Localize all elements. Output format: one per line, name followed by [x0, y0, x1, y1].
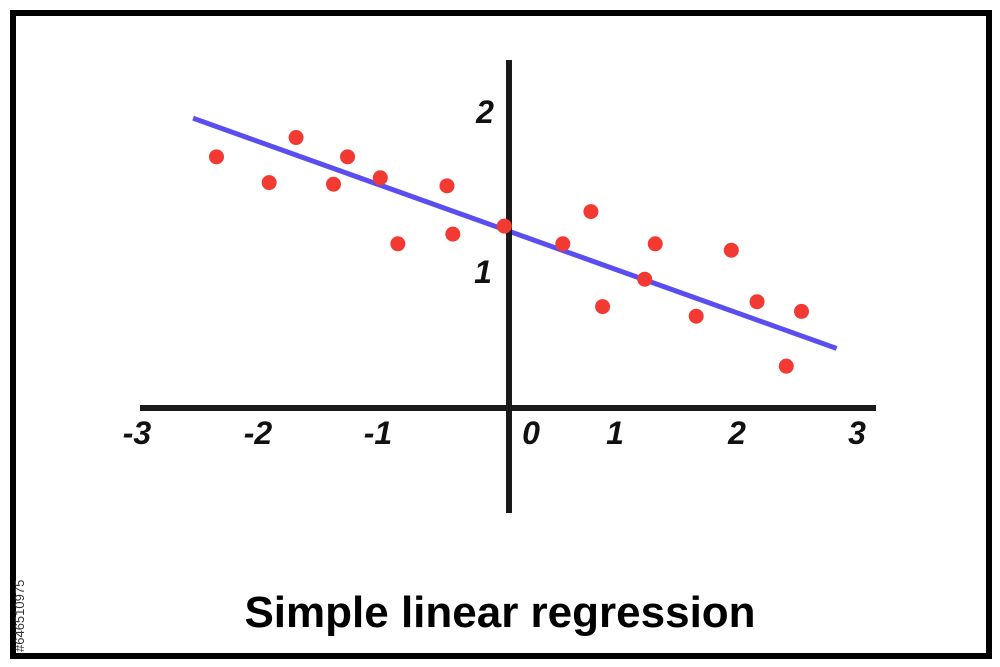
data-point: [555, 236, 571, 252]
data-point: [794, 303, 809, 319]
data-point: [372, 170, 388, 186]
data-point: [637, 271, 653, 287]
stock-id-watermark: #646510975: [6, 430, 36, 660]
chart-title: Simple linear regression: [244, 588, 756, 637]
chart-frame: [10, 10, 992, 659]
data-point: [326, 176, 341, 192]
data-point: [439, 178, 455, 194]
data-point: [445, 226, 461, 242]
x-tick-label: 3: [848, 415, 866, 451]
data-point: [390, 236, 406, 252]
data-point: [496, 218, 512, 234]
data-point: [723, 242, 739, 258]
x-tick-label: -3: [123, 415, 152, 451]
x-tick-label: 1: [606, 415, 624, 451]
data-point: [778, 358, 794, 374]
x-tick-label: 0: [522, 415, 540, 451]
data-point: [595, 299, 611, 315]
x-tick-label: -2: [244, 415, 273, 451]
axes: [140, 60, 876, 513]
y-tick-label: 2: [475, 94, 494, 130]
y-tick-label: 1: [474, 254, 492, 290]
data-points: [209, 130, 809, 374]
data-point: [749, 294, 765, 310]
data-point: [688, 308, 704, 324]
regression-line: [192, 115, 838, 351]
data-point: [583, 204, 599, 220]
stock-id-text: #646510975: [12, 579, 27, 652]
x-tick-label: 2: [727, 415, 746, 451]
regression-line-layer: [192, 115, 838, 351]
data-point: [288, 130, 304, 146]
data-point: [209, 149, 224, 165]
data-point: [340, 149, 356, 165]
x-tick-label: -1: [364, 415, 392, 451]
data-point: [261, 175, 277, 191]
data-point: [647, 236, 663, 252]
tick-labels: -3 -2 -1 0 1 2 3 1 2: [123, 94, 866, 451]
